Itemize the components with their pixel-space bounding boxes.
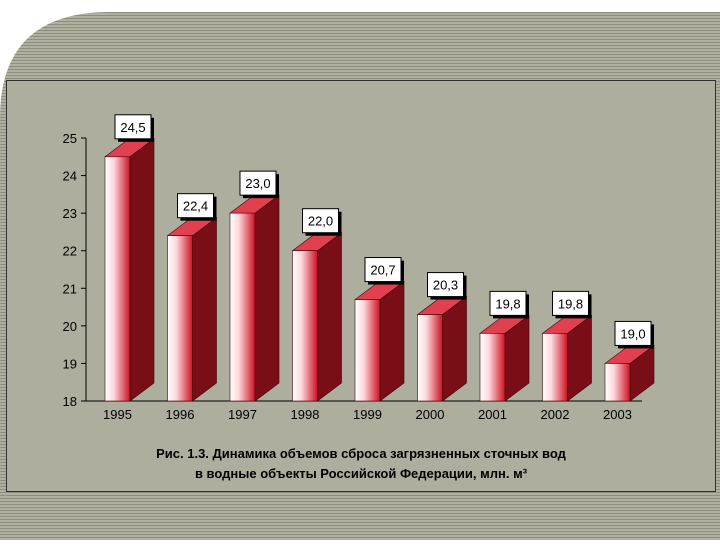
bar-chart: 18 19 20 21 22 23 24 25 24,5 1995 22,4 1996 23,0 1997… (63, 114, 655, 422)
data-label-box (177, 193, 214, 219)
data-label: 20,7 (370, 263, 395, 278)
data-label-box (427, 272, 464, 298)
x-tick-label: 1998 (291, 407, 320, 422)
data-label: 23,0 (245, 176, 270, 191)
y-tick-label: 24 (63, 169, 77, 184)
data-label-box (614, 320, 652, 346)
bar-front (229, 212, 256, 402)
x-tick-label: 2000 (416, 407, 445, 422)
data-label-box (114, 114, 152, 140)
data-label: 19,8 (495, 296, 520, 311)
data-label-box (302, 208, 339, 234)
x-tick-label: 2001 (478, 407, 507, 422)
bar-1997 (229, 194, 280, 402)
y-tick-label: 25 (63, 131, 77, 146)
chart-panel: 18 19 20 21 22 23 24 25 24,5 1995 22,4 1996 23,0 1997… (6, 80, 716, 492)
y-tick-label: 22 (63, 244, 77, 259)
data-label-box (489, 290, 527, 316)
bar-front (104, 156, 131, 402)
y-tick-label: 18 (63, 394, 77, 409)
data-label-box (239, 170, 277, 196)
data-label: 24,5 (120, 120, 145, 135)
y-tick-label: 21 (63, 281, 77, 296)
bar-front (354, 299, 381, 402)
bar-1995 (104, 138, 155, 402)
y-tick-label: 19 (63, 356, 77, 371)
data-label: 19,8 (558, 296, 583, 311)
data-label: 20,3 (433, 278, 458, 293)
x-tick-label: 1995 (103, 407, 132, 422)
bar-2003 (604, 344, 655, 402)
bar-front (417, 314, 443, 402)
x-tick-label: 1997 (228, 407, 257, 422)
x-tick-label: 2002 (541, 407, 570, 422)
bar-side (379, 280, 405, 402)
data-label-box (552, 290, 589, 316)
bar-side (317, 232, 342, 402)
bar-front (604, 363, 631, 402)
x-tick-label: 2003 (603, 407, 632, 422)
chart-caption: Рис. 1.3. Динамика объемов сброса загряз… (6, 444, 716, 484)
bar-front (479, 333, 506, 402)
bar-front (167, 235, 193, 402)
bar-side (254, 194, 280, 402)
bar-1998 (291, 232, 343, 402)
bar-2002 (541, 314, 593, 402)
bar-front (542, 333, 568, 402)
x-tick-label: 1996 (166, 407, 195, 422)
caption-line-1: Рис. 1.3. Динамика объемов сброса загряз… (156, 446, 566, 461)
data-label: 22,4 (183, 199, 208, 214)
bar-1999 (354, 280, 405, 402)
bar-side (192, 217, 217, 402)
caption-line-2: в водные объекты Российской Федерации, м… (194, 466, 528, 481)
data-label: 19,0 (620, 326, 645, 341)
bar-1996 (166, 217, 218, 402)
data-label-box (364, 257, 402, 283)
y-tick-label: 20 (63, 319, 77, 334)
data-label: 22,0 (308, 214, 333, 229)
bar-front (292, 250, 318, 402)
bar-side (129, 138, 155, 402)
x-tick-label: 1999 (353, 407, 382, 422)
bar-2001 (479, 314, 530, 402)
y-tick-label: 23 (63, 206, 77, 221)
bar-2000 (416, 295, 468, 402)
